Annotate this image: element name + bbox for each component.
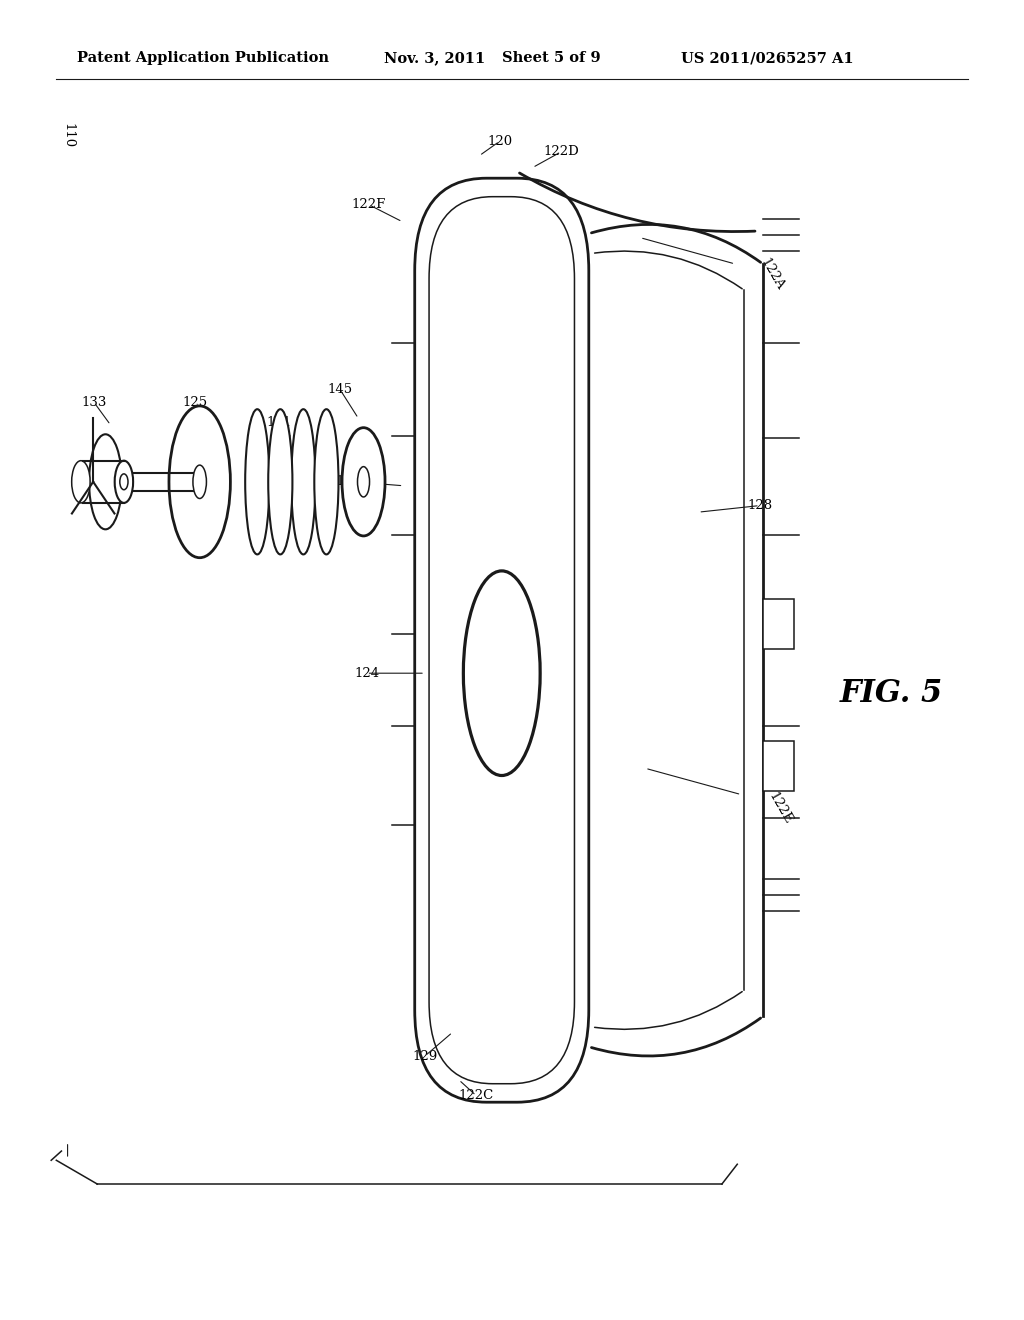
Text: 122F: 122F (351, 198, 386, 211)
Ellipse shape (120, 474, 128, 490)
Text: 124: 124 (354, 667, 379, 680)
Bar (763, 599, 794, 649)
Text: 122C: 122C (459, 1089, 494, 1102)
Ellipse shape (72, 461, 90, 503)
Text: 128: 128 (748, 499, 772, 512)
Ellipse shape (169, 407, 230, 557)
Ellipse shape (245, 409, 269, 554)
Ellipse shape (342, 428, 385, 536)
Text: 110: 110 (61, 123, 74, 149)
Bar (763, 741, 794, 791)
Ellipse shape (193, 465, 207, 499)
Text: 125: 125 (182, 396, 207, 409)
Ellipse shape (463, 572, 541, 776)
Text: 131: 131 (267, 416, 292, 429)
Text: US 2011/0265257 A1: US 2011/0265257 A1 (681, 51, 854, 65)
Ellipse shape (89, 434, 122, 529)
Text: 122E: 122E (766, 789, 795, 826)
Ellipse shape (357, 467, 370, 496)
Text: 122A: 122A (758, 256, 786, 293)
Ellipse shape (291, 409, 315, 554)
FancyBboxPatch shape (415, 178, 589, 1102)
Text: 122C: 122C (336, 475, 371, 488)
Text: 145: 145 (328, 383, 352, 396)
Text: 133: 133 (82, 396, 106, 409)
Text: Patent Application Publication: Patent Application Publication (77, 51, 329, 65)
Text: 120: 120 (487, 135, 512, 148)
Text: Sheet 5 of 9: Sheet 5 of 9 (502, 51, 600, 65)
Text: Nov. 3, 2011: Nov. 3, 2011 (384, 51, 485, 65)
Ellipse shape (314, 409, 339, 554)
Ellipse shape (268, 409, 293, 554)
Text: 129: 129 (413, 1049, 437, 1063)
Text: 122D: 122D (544, 145, 579, 158)
Text: FIG. 5: FIG. 5 (840, 677, 943, 709)
Ellipse shape (115, 461, 133, 503)
